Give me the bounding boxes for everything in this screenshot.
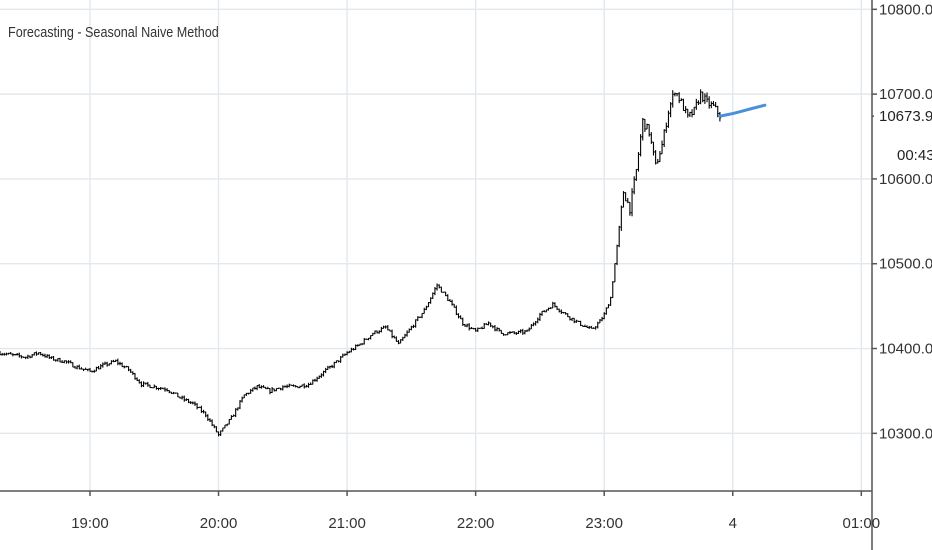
- y-tick-label: 10700.00: [879, 86, 932, 103]
- last-price-label: 10673.98: [879, 108, 932, 125]
- x-tick-label: 4: [729, 515, 737, 532]
- x-tick-label: 23:00: [585, 515, 623, 532]
- y-tick-label: 10300.00: [879, 425, 932, 442]
- axis-labels: 19:00 20:00 21:00 22:00 23:00 4 01:00 10800.00 1…: [71, 1, 932, 532]
- forecast-series-line: [718, 103, 767, 118]
- gridlines: [0, 0, 872, 491]
- y-tick-label: 10400.00: [879, 341, 932, 358]
- last-price-bg: [874, 106, 932, 127]
- y-tick-label: 10600.00: [879, 171, 932, 188]
- x-tick-label: 21:00: [328, 515, 366, 532]
- forecast-line: [718, 103, 767, 118]
- y-tick-label: 10800.00: [879, 1, 932, 18]
- price-bars: [0, 89, 721, 437]
- chart-title: Forecasting - Seasonal Naive Method: [8, 24, 219, 41]
- countdown-label: 00:43: [897, 147, 932, 164]
- y-tick-label: 10500.00: [879, 256, 932, 273]
- axes: [0, 0, 877, 550]
- x-tick-label: 22:00: [457, 515, 495, 532]
- x-tick-label: 20:00: [200, 515, 238, 532]
- x-tick-label: 19:00: [71, 515, 109, 532]
- x-tick-label: 01:00: [843, 515, 881, 532]
